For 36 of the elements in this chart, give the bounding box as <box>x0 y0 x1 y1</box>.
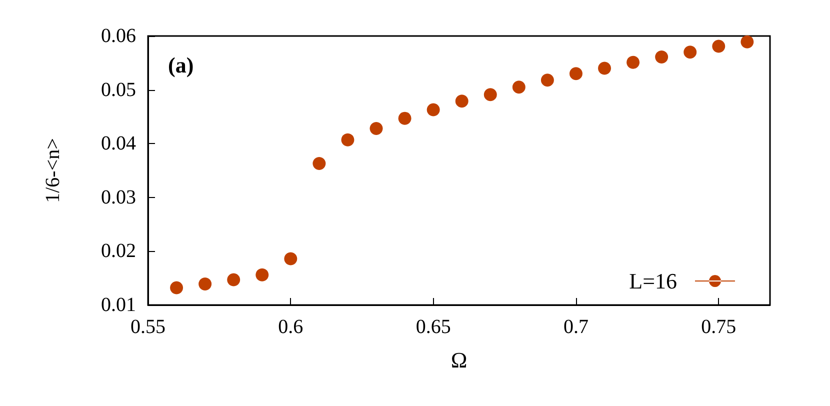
point <box>426 103 440 116</box>
legend-label: L=16 <box>629 268 677 294</box>
point <box>312 157 326 170</box>
point <box>569 67 582 80</box>
point <box>170 281 184 294</box>
annotation: (a) <box>168 52 194 78</box>
point <box>455 94 468 108</box>
point <box>370 122 383 136</box>
y-tick-label: 0.05 <box>101 78 136 101</box>
point <box>740 35 754 48</box>
point <box>512 80 526 94</box>
point <box>256 268 269 282</box>
y-tick-label: 0.06 <box>101 25 136 47</box>
x-tick-label: 0.75 <box>701 316 736 338</box>
x-axis-title: Ω <box>450 348 468 372</box>
point <box>398 112 412 125</box>
point <box>540 74 554 87</box>
y-tick-label: 0.04 <box>101 132 136 155</box>
y-tick-label: 0.02 <box>101 240 136 262</box>
point <box>684 46 697 59</box>
x-tick-label: 0.55 <box>130 316 166 338</box>
y-tick-label: 0.03 <box>101 186 136 208</box>
point <box>284 252 298 266</box>
y-tick-label: 0.01 <box>101 294 136 316</box>
point <box>712 40 726 53</box>
point <box>198 278 212 291</box>
point <box>655 50 668 64</box>
y-axis-title: 1/6-<n> <box>42 138 64 203</box>
point <box>484 88 497 102</box>
x-tick-label: 0.7 <box>563 316 588 338</box>
point <box>227 273 240 286</box>
x-tick-label: 0.65 <box>416 316 451 338</box>
point <box>598 62 612 75</box>
point <box>626 56 640 69</box>
x-tick-label: 0.6 <box>278 316 304 338</box>
point <box>341 133 354 146</box>
